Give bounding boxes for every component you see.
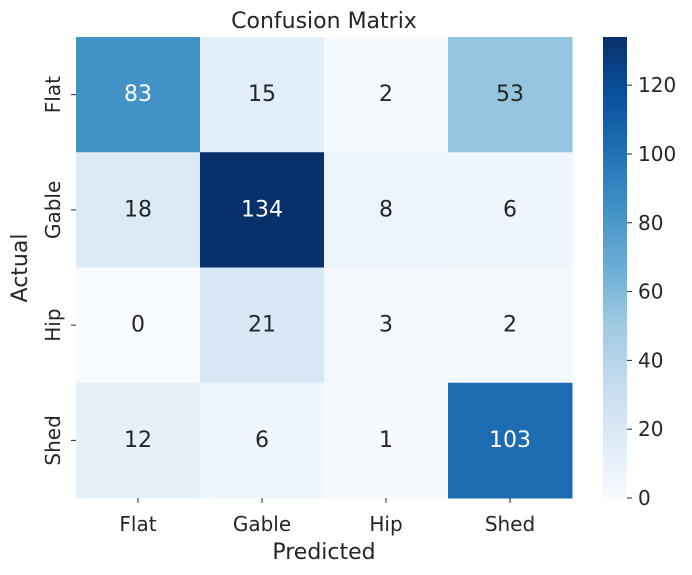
y-tick-label-3: Shed — [41, 415, 65, 465]
y-tick-label-1: Gable — [41, 181, 65, 239]
x-axis-ticks: Flat Gable Hip Shed — [119, 498, 535, 536]
heatmap-cell-0-0 — [76, 37, 201, 153]
cell-value-3-0: 12 — [124, 428, 152, 453]
cell-value-2-1: 21 — [248, 313, 276, 338]
heatmap-cell-3-2 — [324, 382, 449, 499]
y-tick-label-0: Flat — [41, 76, 65, 113]
x-tick-label-0: Flat — [119, 512, 156, 536]
cell-value-3-3: 103 — [489, 428, 531, 453]
heatmap-cell-3-0 — [76, 382, 201, 499]
x-tick-label-1: Gable — [233, 512, 291, 536]
cell-value-1-3: 6 — [503, 197, 517, 222]
colorbar-tick-label-6: 120 — [638, 73, 676, 97]
colorbar-tick-label-3: 60 — [638, 280, 663, 304]
heatmap-cell-2-1 — [200, 267, 325, 384]
heatmap-cell-3-3 — [448, 382, 573, 499]
x-tick-label-2: Hip — [369, 512, 402, 536]
heatmap-cell-2-3 — [448, 267, 573, 384]
heatmap-cell-2-2 — [324, 267, 449, 384]
cell-value-2-0: 0 — [131, 313, 145, 338]
heatmap-cell-0-3 — [448, 37, 573, 153]
heatmap-cell-1-2 — [324, 152, 449, 268]
y-tick-label-2: Hip — [41, 308, 65, 341]
colorbar — [603, 37, 627, 498]
heatmap-cell-0-2 — [324, 37, 449, 153]
x-axis-label: Predicted — [272, 540, 375, 565]
cell-value-0-2: 2 — [379, 82, 393, 107]
cell-value-0-0: 83 — [124, 82, 152, 107]
colorbar-tick-label-4: 80 — [638, 211, 663, 235]
heatmap-cell-1-0 — [76, 152, 201, 268]
heatmap-cells — [76, 37, 573, 499]
cell-value-1-2: 8 — [379, 197, 393, 222]
colorbar-tick-label-2: 40 — [638, 348, 663, 372]
heatmap-cell-labels: 83 15 2 53 18 134 8 6 0 21 3 2 12 6 1 103 — [124, 82, 531, 453]
x-tick-label-3: Shed — [485, 512, 535, 536]
cell-value-3-1: 6 — [255, 428, 269, 453]
cell-value-0-1: 15 — [248, 82, 276, 107]
heatmap-cell-1-3 — [448, 152, 573, 268]
y-axis-label: Actual — [8, 234, 33, 303]
cell-value-2-2: 3 — [379, 313, 393, 338]
cell-value-2-3: 2 — [503, 313, 517, 338]
heatmap-cell-3-1 — [200, 382, 325, 499]
colorbar-tick-label-0: 0 — [638, 486, 651, 510]
colorbar-tick-label-5: 100 — [638, 142, 676, 166]
cell-value-1-1: 134 — [241, 197, 283, 222]
chart-title: Confusion Matrix — [231, 9, 417, 34]
heatmap-cell-0-1 — [200, 37, 325, 153]
cell-value-3-2: 1 — [379, 428, 393, 453]
heatmap-cell-1-1 — [200, 152, 325, 268]
colorbar-tick-label-1: 20 — [638, 417, 663, 441]
cell-value-1-0: 18 — [124, 197, 152, 222]
y-axis-ticks: Flat Gable Hip Shed — [41, 76, 76, 466]
heatmap-cell-2-0 — [76, 267, 201, 384]
cell-value-0-3: 53 — [496, 82, 524, 107]
colorbar-ticks: 0 20 40 60 80 100 120 — [627, 73, 676, 510]
